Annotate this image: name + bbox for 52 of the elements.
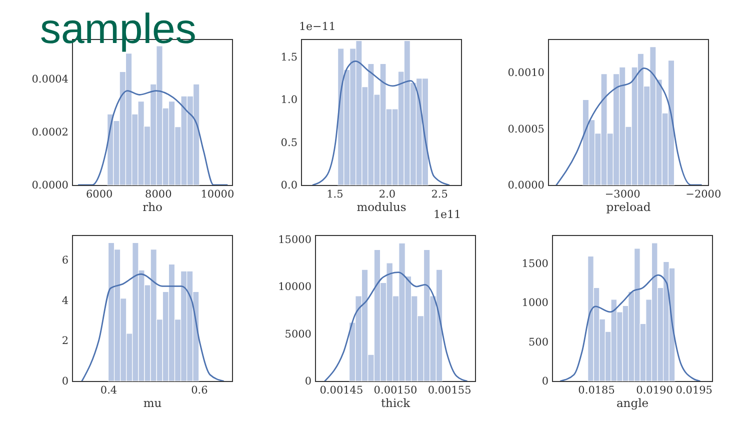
y-tick-label: 0.0010 (508, 67, 544, 80)
x-axis-title: modulus (356, 200, 406, 214)
x-tick-label: 0.4 (100, 384, 118, 396)
x-tick-label: 0.0190 (636, 384, 673, 396)
x-tick-label: −3000 (604, 188, 640, 200)
y-tick-label: 0.0005 (508, 123, 544, 136)
x-tick-label: 0.0195 (676, 384, 712, 396)
y-tick-label: 0.0 (280, 180, 298, 192)
x-tick-label: 0.00155 (428, 384, 472, 396)
x-tick-label: 2.0 (378, 188, 396, 200)
x-axis-title: angle (616, 396, 649, 410)
x-tick-label: 0.00150 (374, 384, 418, 396)
y-tick-label: 0 (304, 376, 312, 388)
y-tick-label: 1000 (522, 297, 548, 310)
text: 1e−11 (299, 20, 336, 33)
line-series (560, 274, 700, 381)
x-tick-label: 0.0185 (578, 384, 615, 396)
x-axis-title: preload (606, 200, 652, 214)
y-tick-label: 0.0000 (508, 180, 544, 192)
x-tick-label: 6000 (86, 188, 113, 200)
y-tick-label: 0.0002 (32, 126, 68, 138)
x-tick-label: −2000 (686, 188, 722, 200)
line-series (312, 60, 450, 185)
x-tick-label: 0.6 (191, 384, 208, 396)
y-tick-label: 15000 (278, 234, 312, 246)
x-tick-label: 8000 (145, 188, 172, 200)
y-tick-label: 0.0000 (32, 180, 68, 192)
x-axis-title: rho (142, 200, 162, 214)
y-tick-label: 0.0004 (32, 73, 69, 86)
x-tick-label: 10000 (200, 188, 234, 200)
y-tick-label: 0.5 (280, 136, 298, 149)
y-tick-label: 1.5 (280, 51, 298, 64)
x-axis-title: mu (143, 396, 162, 410)
y-tick-label: 4 (62, 294, 69, 307)
y-tick-label: 1.0 (280, 94, 298, 106)
x-axis-title: thick (380, 396, 412, 410)
y-tick-label: 1500 (522, 258, 548, 270)
y-tick-label: 500 (528, 336, 548, 348)
y-tick-label: 2 (62, 335, 68, 348)
x-tick-label: 2.5 (431, 188, 448, 200)
y-tick-label: 0 (542, 376, 548, 388)
y-tick-label: 5000 (284, 328, 312, 340)
x-tick-label: 1.5 (326, 188, 344, 200)
y-tick-label: 10000 (278, 281, 312, 294)
line-series (324, 272, 468, 381)
line-series (78, 90, 228, 185)
x-tick-label: 0.00145 (320, 384, 364, 396)
line-series (81, 273, 224, 381)
line-series (556, 68, 702, 185)
y-tick-label: 0 (62, 376, 68, 388)
y-tick-label: 6 (62, 254, 69, 267)
text: 1e11 (433, 208, 461, 221)
